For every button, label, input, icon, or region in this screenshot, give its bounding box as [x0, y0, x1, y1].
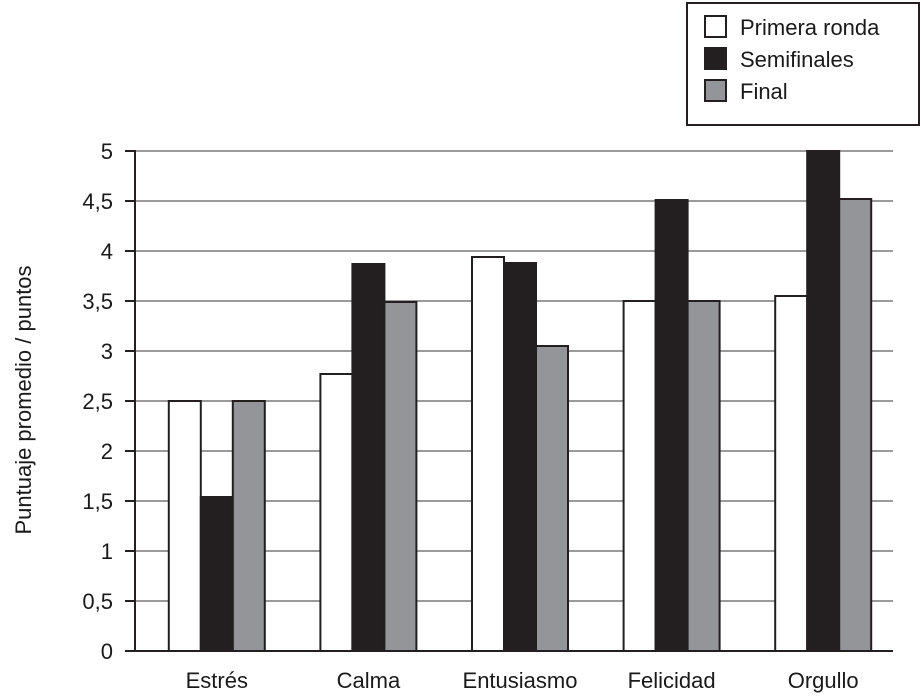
- y-tick-label: 0: [101, 639, 113, 664]
- bar: [199, 496, 234, 652]
- x-tick-label: Entusiasmo: [463, 668, 578, 693]
- x-tick-label: Estrés: [186, 668, 248, 693]
- legend-swatch: [704, 15, 727, 38]
- x-tick-label: Orgullo: [788, 668, 859, 693]
- legend-label: Semifinales: [740, 47, 854, 72]
- bar: [838, 198, 873, 652]
- y-tick-label: 4: [101, 239, 113, 264]
- y-tick-labels: 0 0,5 1 1,5 2 2,5 3 3,5 4 4,5 5: [82, 139, 113, 664]
- legend-label: Final: [740, 79, 788, 104]
- bar: [686, 300, 721, 652]
- y-axis-label: Puntuaje promedio / puntos: [11, 265, 36, 534]
- legend-label: Primera ronda: [740, 15, 880, 40]
- bar: [471, 256, 505, 652]
- bar: [231, 400, 266, 652]
- bars: [167, 150, 873, 652]
- bar: [622, 300, 657, 652]
- y-tick-label: 1: [101, 539, 113, 564]
- bar: [654, 199, 689, 652]
- bar: [806, 150, 841, 652]
- bar: [503, 262, 537, 652]
- y-tick-label: 2: [101, 439, 113, 464]
- bar: [351, 263, 386, 652]
- bar: [167, 400, 202, 652]
- y-tick-label: 0,5: [82, 589, 113, 614]
- y-tick-label: 2,5: [82, 389, 113, 414]
- y-tick-label: 3,5: [82, 289, 113, 314]
- y-tick-label: 1,5: [82, 489, 113, 514]
- legend-swatch: [704, 47, 727, 70]
- bar: [535, 345, 569, 652]
- axes: [134, 150, 893, 652]
- bar: [774, 295, 809, 652]
- y-tick-label: 4,5: [82, 189, 113, 214]
- bar: [319, 373, 354, 652]
- y-tick-label: 5: [101, 139, 113, 164]
- legend-swatch: [704, 79, 727, 102]
- x-tick-label: Felicidad: [628, 668, 716, 693]
- bar: [383, 301, 418, 652]
- legend: Primera ronda Semifinales Final: [686, 2, 920, 126]
- x-tick-label: Calma: [337, 668, 401, 693]
- x-tick-labels: Estrés Calma Entusiasmo Felicidad Orgullo: [186, 668, 859, 693]
- y-tick-label: 3: [101, 339, 113, 364]
